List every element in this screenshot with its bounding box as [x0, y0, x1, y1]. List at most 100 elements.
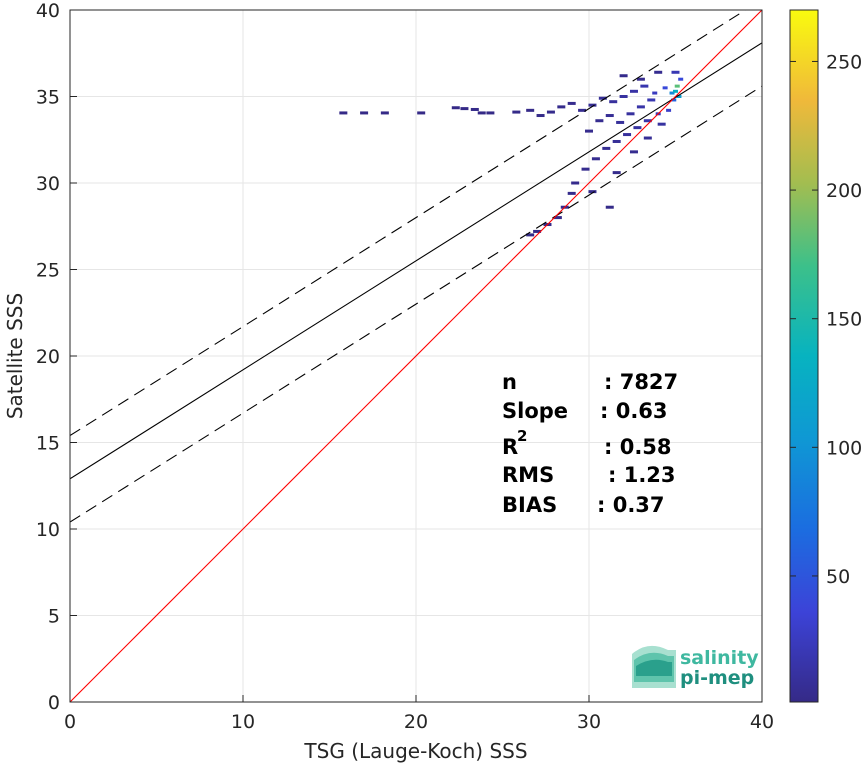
density-point	[557, 105, 566, 109]
density-point	[533, 229, 542, 233]
density-point	[619, 95, 628, 98]
density-point	[609, 100, 618, 104]
x-tick-label: 30	[577, 711, 601, 733]
density-point	[486, 111, 495, 115]
y-tick-label: 5	[48, 606, 60, 628]
colorbar-tick-label: 200	[826, 180, 862, 202]
density-point	[643, 136, 652, 140]
stat-r2-value: : 0.58	[604, 435, 672, 459]
density-point	[460, 107, 469, 111]
density-point	[380, 111, 389, 115]
density-point	[526, 233, 535, 237]
density-point	[643, 119, 652, 123]
density-point	[571, 181, 580, 185]
density-point	[657, 122, 666, 126]
x-axis-ticks: 0 10 20 30 40	[64, 695, 774, 733]
stat-bias-label: BIAS	[502, 493, 557, 517]
density-point	[526, 108, 535, 112]
x-axis-label: TSG (Lauge-Koch) SSS	[303, 739, 527, 763]
y-tick-label: 0	[48, 692, 60, 714]
colorbar-ticks: 50 100 150 200 250	[790, 51, 862, 588]
stat-rms-label: RMS	[502, 463, 554, 487]
x-tick-label: 0	[64, 711, 76, 733]
stat-slope-value: : 0.63	[600, 399, 668, 423]
salinity-pi-mep-logo: salinity pi-mep	[632, 645, 759, 689]
density-point	[595, 119, 604, 123]
density-points	[339, 70, 684, 237]
density-point	[585, 129, 593, 133]
y-axis-ticks: 0 5 10 15 20 25 30 35 40	[36, 0, 77, 714]
y-tick-label: 35	[36, 87, 60, 109]
density-point	[360, 111, 369, 115]
density-point	[588, 190, 597, 194]
density-point	[567, 191, 576, 195]
density-point	[619, 74, 628, 78]
colorbar	[789, 9, 819, 703]
density-point	[605, 114, 614, 118]
density-point	[546, 110, 555, 114]
density-point	[629, 89, 638, 93]
density-point	[578, 108, 587, 112]
density-point	[512, 110, 521, 114]
density-point	[626, 112, 635, 116]
stat-bias-value: : 0.37	[597, 493, 665, 517]
stat-n-label: n	[502, 370, 517, 394]
density-point	[451, 106, 460, 110]
density-point	[636, 77, 645, 81]
density-point	[654, 70, 663, 74]
y-tick-label: 10	[36, 519, 60, 541]
logo-text-salinity: salinity	[680, 647, 759, 669]
density-point	[339, 111, 348, 115]
colorbar-tick-label: 100	[826, 437, 862, 459]
colorbar-tick-label: 250	[826, 51, 862, 73]
x-tick-label: 40	[750, 711, 774, 733]
y-axis-label: Satellite SSS	[3, 293, 27, 419]
y-tick-label: 20	[36, 346, 60, 368]
density-point	[605, 205, 614, 209]
density-point	[666, 108, 672, 112]
x-tick-label: 20	[404, 711, 428, 733]
density-point	[417, 111, 426, 115]
density-point	[640, 84, 649, 88]
density-point	[673, 89, 678, 93]
density-point	[671, 70, 680, 74]
density-point	[581, 167, 590, 171]
fit-line	[70, 42, 762, 480]
density-point	[671, 98, 677, 102]
density-point	[477, 111, 486, 115]
stat-r2-superscript: 2	[517, 427, 527, 445]
density-point	[567, 101, 576, 105]
stat-rms-value: : 1.23	[608, 463, 676, 487]
y-tick-label: 15	[36, 433, 60, 455]
density-point	[674, 84, 680, 88]
density-point	[662, 86, 668, 90]
stat-r2-label: R	[502, 435, 518, 459]
density-point	[536, 114, 545, 118]
density-point	[629, 150, 638, 154]
stat-n-value: : 7827	[604, 370, 678, 394]
density-point	[633, 126, 642, 130]
identity-line	[70, 10, 762, 702]
colorbar-tick-label: 150	[826, 309, 862, 331]
logo-wave-icon	[632, 645, 676, 688]
y-tick-label: 30	[36, 173, 60, 195]
density-point	[588, 103, 597, 107]
x-tick-label: 10	[231, 711, 255, 733]
stat-slope-label: Slope	[502, 399, 568, 423]
density-point	[553, 216, 562, 220]
density-point	[598, 96, 607, 100]
density-point	[612, 171, 621, 175]
y-tick-label: 40	[36, 0, 60, 22]
density-point	[652, 91, 658, 95]
density-point	[636, 105, 645, 109]
y-tick-label: 25	[36, 260, 60, 282]
fit-upper-dashed-line	[70, 10, 747, 437]
stats-annotation: n : 7827 Slope : 0.63 R 2 : 0.58 RMS : 1…	[502, 370, 678, 517]
logo-text-pi-mep: pi-mep	[680, 667, 754, 689]
density-point	[470, 107, 479, 111]
fit-lower-dashed-line	[70, 85, 762, 523]
density-point	[602, 146, 611, 150]
density-point	[591, 157, 600, 161]
density-point	[669, 91, 675, 95]
